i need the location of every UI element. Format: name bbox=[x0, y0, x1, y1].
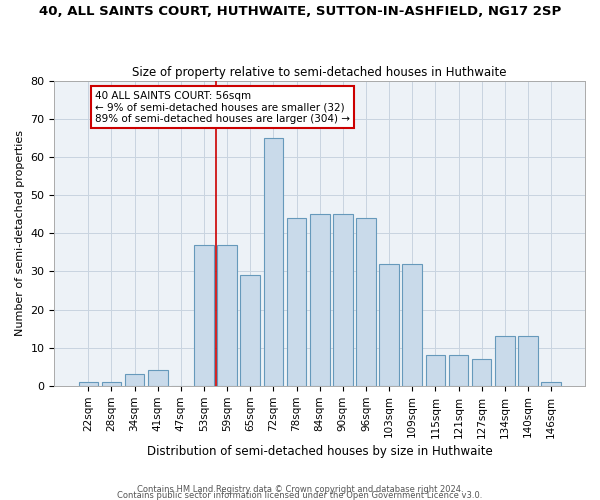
Y-axis label: Number of semi-detached properties: Number of semi-detached properties bbox=[15, 130, 25, 336]
Bar bbox=[217, 245, 237, 386]
Bar bbox=[287, 218, 307, 386]
Bar bbox=[310, 214, 329, 386]
Bar bbox=[333, 214, 353, 386]
Text: Contains HM Land Registry data © Crown copyright and database right 2024.: Contains HM Land Registry data © Crown c… bbox=[137, 484, 463, 494]
Bar bbox=[425, 355, 445, 386]
Bar bbox=[194, 245, 214, 386]
Bar bbox=[449, 355, 469, 386]
Text: 40, ALL SAINTS COURT, HUTHWAITE, SUTTON-IN-ASHFIELD, NG17 2SP: 40, ALL SAINTS COURT, HUTHWAITE, SUTTON-… bbox=[39, 5, 561, 18]
Bar bbox=[495, 336, 515, 386]
Bar bbox=[79, 382, 98, 386]
Title: Size of property relative to semi-detached houses in Huthwaite: Size of property relative to semi-detach… bbox=[133, 66, 507, 78]
Bar bbox=[541, 382, 561, 386]
Bar bbox=[125, 374, 145, 386]
Bar bbox=[403, 264, 422, 386]
Text: 40 ALL SAINTS COURT: 56sqm
← 9% of semi-detached houses are smaller (32)
89% of : 40 ALL SAINTS COURT: 56sqm ← 9% of semi-… bbox=[95, 90, 350, 124]
Bar bbox=[148, 370, 167, 386]
Bar bbox=[472, 359, 491, 386]
Text: Contains public sector information licensed under the Open Government Licence v3: Contains public sector information licen… bbox=[118, 490, 482, 500]
Bar bbox=[518, 336, 538, 386]
Bar bbox=[356, 218, 376, 386]
Bar bbox=[241, 276, 260, 386]
Bar bbox=[263, 138, 283, 386]
X-axis label: Distribution of semi-detached houses by size in Huthwaite: Distribution of semi-detached houses by … bbox=[147, 444, 493, 458]
Bar bbox=[101, 382, 121, 386]
Bar bbox=[379, 264, 399, 386]
